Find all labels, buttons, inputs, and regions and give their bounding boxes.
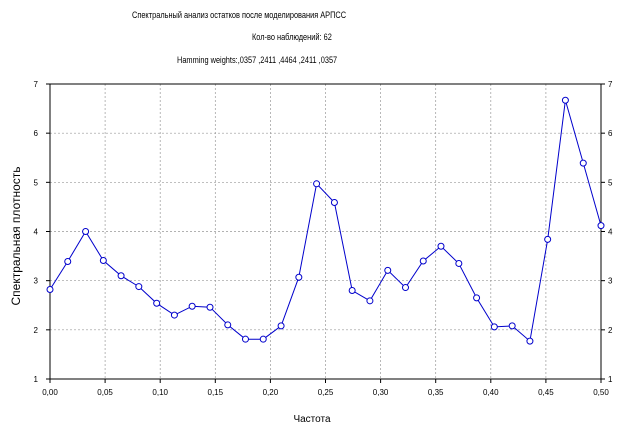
data-point	[224, 321, 232, 329]
data-point	[437, 242, 445, 250]
x-tick-label: 0,50	[593, 388, 609, 397]
data-point	[579, 159, 587, 167]
y-tick-labels-left: 1 2 3 4 5 6 7	[34, 80, 39, 384]
data-point	[313, 180, 321, 188]
data-point	[259, 335, 267, 343]
y-tick-label-right: 2	[608, 326, 613, 335]
data-point	[64, 257, 72, 265]
x-tick-label: 0,10	[152, 388, 168, 397]
x-tick-labels: 0,00 0,05 0,10 0,15 0,20 0,25 0,30 0,35 0,40 0,45…	[42, 388, 609, 397]
x-tick-label: 0,45	[538, 388, 554, 397]
x-axis-label: Частота	[293, 414, 331, 425]
data-point	[153, 299, 161, 307]
x-tick-label: 0,00	[42, 388, 58, 397]
y-tick-label-right: 7	[608, 80, 613, 89]
x-tick-label: 0,20	[263, 388, 279, 397]
data-point	[419, 257, 427, 265]
x-tick-label: 0,30	[373, 388, 389, 397]
x-tick-label: 0,40	[483, 388, 499, 397]
series-points	[46, 96, 605, 345]
y-tick-label-right: 5	[608, 178, 613, 187]
x-tick-label: 0,35	[428, 388, 444, 397]
data-point	[455, 259, 463, 267]
hamming-weights: Hamming weights:,0357 ,2411 ,4464 ,2411 …	[177, 55, 338, 65]
grid-lines	[50, 84, 601, 379]
data-point	[206, 303, 214, 311]
data-point	[188, 302, 196, 310]
y-tick-labels-right: 1 2 3 4 5 6 7	[608, 80, 613, 384]
data-point	[402, 284, 410, 292]
data-point	[348, 287, 356, 294]
data-point	[508, 322, 516, 330]
chart-title: Спектральный анализ остатков после модел…	[132, 10, 347, 20]
data-point	[490, 323, 498, 331]
data-point	[117, 272, 125, 280]
y-tick-label-left: 7	[34, 80, 39, 89]
y-tick-label-left: 4	[34, 228, 39, 237]
y-tick-label-right: 1	[608, 375, 613, 384]
data-point	[99, 257, 107, 265]
data-point	[170, 311, 178, 319]
data-point	[473, 294, 481, 302]
y-axis-label: Спектральная плотность	[9, 166, 23, 305]
data-point	[526, 337, 534, 345]
y-tick-label-right: 4	[608, 228, 613, 237]
data-point	[544, 235, 552, 243]
data-point	[46, 286, 54, 294]
data-point	[135, 283, 143, 291]
data-point	[295, 273, 303, 281]
chart-title-line: Спектральный анализ остатков после модел…	[0, 10, 631, 24]
y-tick-label-left: 5	[34, 178, 39, 187]
data-point	[277, 322, 285, 330]
y-tick-label-left: 3	[34, 277, 39, 286]
x-tick-label: 0,25	[318, 388, 334, 397]
weights-line: Hamming weights:,0357 ,2411 ,4464 ,2411 …	[0, 55, 631, 69]
x-tick-label: 0,05	[97, 388, 113, 397]
data-point	[241, 335, 249, 343]
y-tick-label-right: 3	[608, 277, 613, 286]
y-tick-label-left: 6	[34, 129, 39, 138]
data-point	[384, 266, 392, 274]
axis-ticks	[46, 83, 605, 383]
observations-count: Кол-во наблюдений: 62	[252, 32, 332, 42]
observations-line: Кол-во наблюдений: 62	[0, 32, 631, 46]
data-point	[366, 297, 374, 305]
data-point	[561, 96, 569, 104]
y-tick-label-right: 6	[608, 129, 613, 138]
data-point	[330, 198, 338, 206]
x-tick-label: 0,15	[208, 388, 224, 397]
data-point	[597, 222, 605, 230]
data-point	[82, 228, 90, 235]
y-tick-label-left: 1	[34, 375, 39, 384]
y-tick-label-left: 2	[34, 326, 39, 335]
